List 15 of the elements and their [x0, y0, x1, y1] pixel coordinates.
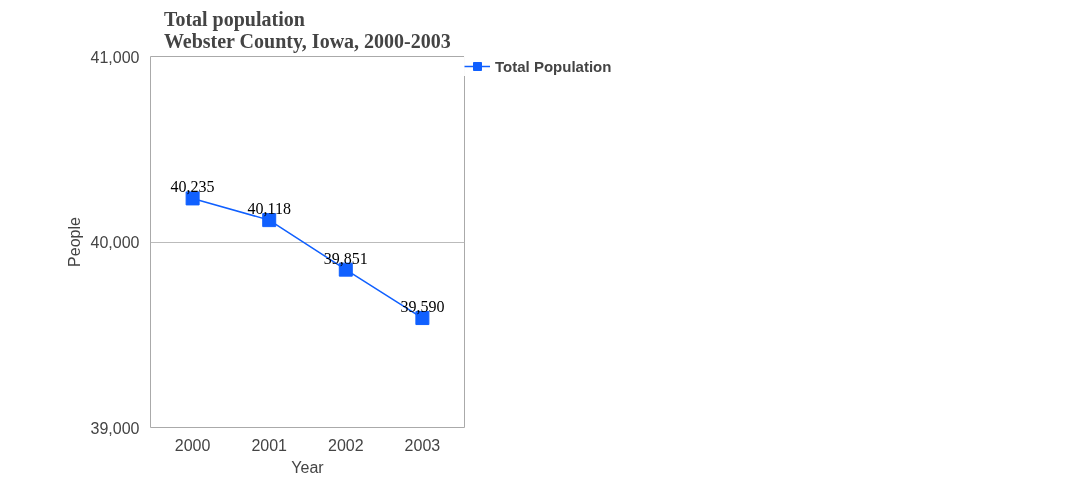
legend-label: Total Population — [495, 57, 612, 75]
data-label: 39,851 — [323, 249, 368, 267]
y-tick-label: 41,000 — [90, 48, 140, 66]
chart-title: Total population Webster County, Iowa, 2000-2003 — [163, 7, 451, 53]
x-tick-label: 2002 — [328, 436, 364, 454]
x-tick-label: 2003 — [404, 436, 441, 454]
data-label: 40,118 — [247, 200, 291, 218]
x-tick-label: 2000 — [174, 436, 211, 454]
y-tick-label: 39,000 — [90, 419, 140, 437]
x-tick-label: 2001 — [251, 436, 288, 454]
data-label: 39,590 — [400, 298, 445, 316]
data-label: 40,235 — [170, 178, 215, 196]
y-axis-title: People — [65, 216, 83, 267]
y-tick-label: 40,000 — [90, 234, 140, 251]
x-axis-title: Year — [291, 458, 325, 476]
